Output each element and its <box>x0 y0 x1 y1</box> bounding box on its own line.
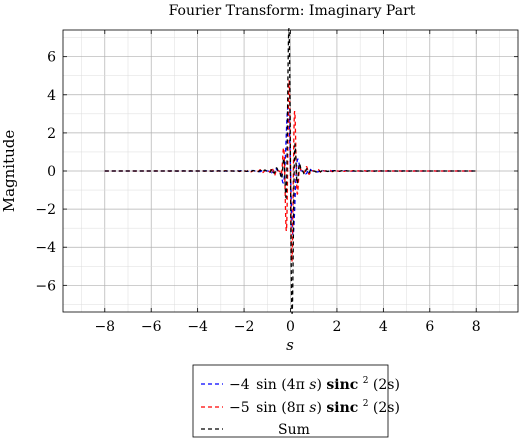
y-tick-label: 6 <box>47 50 56 66</box>
axis-ticks: −8 −6 −4 −2 0 2 4 6 8 −6 −4 −2 0 2 4 6 <box>35 30 518 335</box>
series-layer <box>104 28 477 314</box>
x-tick-label: 6 <box>425 319 434 335</box>
legend-label-series-1: −4 sin (4π s) sinc 2 (2s) <box>229 371 400 393</box>
x-tick-label: 0 <box>286 319 295 335</box>
legend-box <box>192 364 389 438</box>
legend-label-series-3: Sum <box>278 422 310 438</box>
y-axis-label: Magnitude <box>0 130 18 213</box>
x-tick-label: −2 <box>234 319 255 335</box>
x-tick-label: −8 <box>94 319 115 335</box>
legend-label-series-2: −5 sin (8π s) sinc 2 (2s) <box>229 394 400 416</box>
y-tick-label: 4 <box>47 88 56 104</box>
x-tick-label: 4 <box>379 319 388 335</box>
series-line-2 <box>104 80 477 262</box>
y-tick-label: 0 <box>47 164 56 180</box>
chart-title: Fourier Transform: Imaginary Part <box>169 3 416 19</box>
y-tick-label: −2 <box>35 202 56 218</box>
x-tick-label: 8 <box>472 319 481 335</box>
x-tick-label: −6 <box>141 319 162 335</box>
y-tick-label: −6 <box>35 278 56 294</box>
y-tick-label: 2 <box>47 126 56 142</box>
legend: −4 sin (4π s) sinc 2 (2s) −5 sin (8π s) … <box>192 364 400 438</box>
x-tick-label: 2 <box>332 319 341 335</box>
x-axis-label: s <box>286 336 294 354</box>
y-tick-label: −4 <box>35 240 56 256</box>
x-tick-label: −4 <box>187 319 208 335</box>
